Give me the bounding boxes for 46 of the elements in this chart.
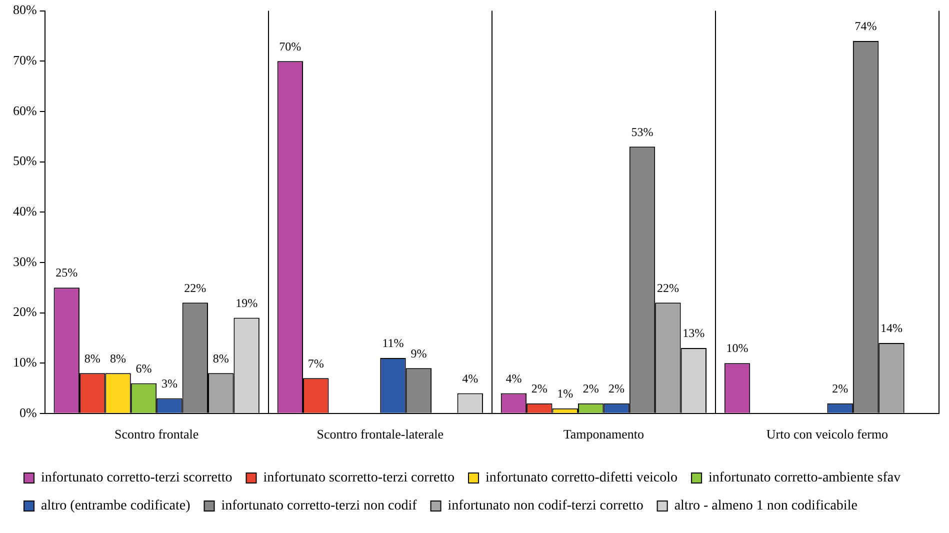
data-label: 2% xyxy=(832,381,848,396)
data-label: 14% xyxy=(880,321,902,336)
data-label: 22% xyxy=(656,280,679,295)
legend-label: infortunato corretto-terzi non codif xyxy=(221,498,418,514)
legend-label: altro - almeno 1 non codificabile xyxy=(674,498,858,514)
data-label: 9% xyxy=(410,346,427,360)
y-tick-label: 60% xyxy=(12,102,37,118)
data-label: 53% xyxy=(631,124,654,139)
data-label: 7% xyxy=(308,356,324,370)
data-label: 25% xyxy=(56,266,78,280)
legend-label: infortunato corretto-terzi scorretto xyxy=(41,470,232,486)
legend-label: infortunato non codif-terzi corretto xyxy=(448,498,644,514)
y-tick-label: 20% xyxy=(12,304,37,320)
y-tick-label: 10% xyxy=(12,354,37,370)
y-tick-label: 40% xyxy=(12,204,37,219)
data-label: 8% xyxy=(84,351,100,366)
data-label: 2% xyxy=(582,381,599,396)
y-tick-label: 50% xyxy=(12,153,37,168)
y-tick-label: 80% xyxy=(12,2,37,18)
data-label: 4% xyxy=(506,371,522,386)
data-label: 70% xyxy=(279,39,302,54)
data-label: 22% xyxy=(184,280,206,295)
legend-label: infortunato scorretto-terzi corretto xyxy=(263,470,454,486)
data-label: 8% xyxy=(110,351,126,366)
data-label: 2% xyxy=(608,381,625,396)
y-tick-label: 70% xyxy=(12,52,37,68)
legend-label: altro (entrambe codificate) xyxy=(41,498,191,514)
x-tick-label: Scontro frontale xyxy=(114,426,199,442)
legend-label: infortunato corretto-ambiente sfav xyxy=(708,470,901,486)
legend-label: infortunato corretto-difetti veicolo xyxy=(486,470,678,486)
y-tick-label: 0% xyxy=(19,404,37,420)
data-label: 10% xyxy=(726,341,748,356)
data-label: 2% xyxy=(531,381,548,396)
data-label: 13% xyxy=(682,326,705,340)
x-tick-label: Tamponamento xyxy=(563,426,644,442)
data-label: 19% xyxy=(236,296,258,310)
data-label: 74% xyxy=(854,19,877,34)
data-label: 3% xyxy=(161,376,178,390)
y-tick-label: 30% xyxy=(12,254,37,269)
data-label: 11% xyxy=(382,336,404,350)
data-label: 8% xyxy=(212,351,229,366)
data-label: 1% xyxy=(557,386,574,401)
data-label: 6% xyxy=(136,361,152,376)
data-label: 4% xyxy=(462,371,478,386)
x-tick-label: Urto con veicolo fermo xyxy=(766,426,888,442)
x-tick-label: Scontro frontale-laterale xyxy=(316,426,444,442)
